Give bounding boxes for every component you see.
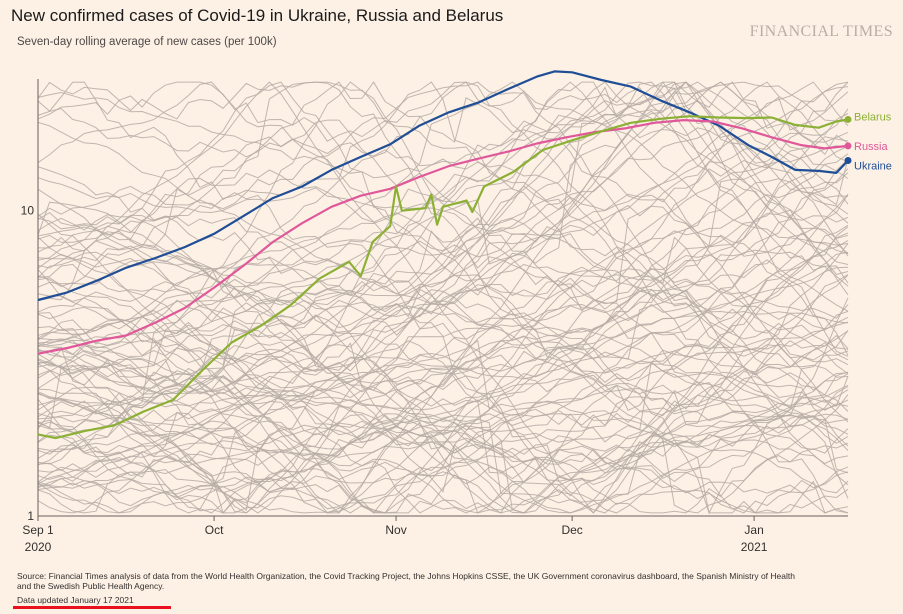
other-country-line [37,177,849,378]
other-country-line [37,316,849,411]
chart-title: New confirmed cases of Covid-19 in Ukrai… [11,6,504,25]
other-country-line [37,81,849,437]
russia-series-label: Russia [854,141,889,153]
other-country-line [37,310,849,514]
other-country-line [37,81,849,406]
highlighted-series: Ukraine Russia Belarus [37,70,892,440]
other-country-line [37,121,849,514]
other-country-line [37,224,849,493]
other-country-line [37,251,849,514]
other-country-line [37,220,849,514]
ukraine-line [37,70,849,302]
other-country-line [37,226,849,514]
other-country-line [37,396,849,514]
other-country-line [37,226,849,514]
other-country-line [37,280,849,514]
other-country-line [37,81,849,386]
other-country-line [37,259,849,443]
other-country-line [37,172,849,482]
chart-subtitle: Seven-day rolling average of new cases (… [17,36,277,48]
other-country-line [37,389,849,507]
other-country-line [37,327,849,514]
x-tick-year-label: 2020 [25,540,52,554]
other-country-line [37,194,849,467]
other-country-line [37,119,849,347]
other-country-line [37,136,849,514]
belarus-series-label: Belarus [854,111,892,123]
other-country-line [37,81,849,407]
belarus-line [37,115,849,440]
other-country-line [37,217,849,486]
ukraine-series-label: Ukraine [854,161,892,173]
ukraine-end-marker [844,157,852,165]
x-tick-label: Nov [385,523,406,537]
other-country-line [37,288,849,407]
other-country-line [37,81,849,206]
other-country-line [37,266,849,489]
other-country-line [37,362,849,464]
other-country-line [37,145,849,514]
other-country-line [37,81,849,514]
other-country-line [37,81,849,287]
other-country-line [37,81,849,514]
x-tick-label: Sep 1 [22,523,54,537]
other-country-line [37,312,849,447]
other-country-line [37,310,849,485]
other-country-line [37,178,849,514]
chart-axes: 1 10 Sep 1 2020 Oct Nov Dec Jan 2021 [21,79,848,554]
other-country-line [37,212,849,362]
x-tick-label: Jan [744,523,763,537]
russia-line [37,119,849,355]
x-tick-label: Oct [205,523,224,537]
other-country-line [37,81,849,514]
other-country-line [37,107,849,499]
red-underline [13,606,171,609]
other-country-line [37,240,849,514]
other-country-line [37,81,849,350]
other-country-line [37,240,849,489]
other-country-line [37,324,849,435]
other-country-line [37,371,849,514]
y-tick-label: 10 [21,204,35,218]
brand-logo: FINANCIAL TIMES [749,23,893,40]
other-country-line [37,274,849,514]
russia-end-marker [844,142,852,150]
other-country-line [37,81,849,514]
other-country-line [37,289,849,514]
other-country-line [37,81,849,356]
other-country-line [37,81,849,451]
source-note: Source: Financial Times analysis of data… [17,571,795,591]
other-country-line [37,217,849,514]
other-country-line [37,314,849,514]
other-country-line [37,81,849,179]
x-tick-label: Dec [561,523,582,537]
other-country-line [37,81,849,515]
other-country-line [37,81,849,347]
other-country-line [37,257,849,445]
other-countries-lines [37,81,849,515]
other-country-line [37,158,849,478]
other-country-line [37,81,849,466]
other-country-line [37,81,849,495]
other-country-line [37,81,849,411]
other-country-line [37,81,849,378]
other-country-line [37,108,849,514]
other-country-line [37,269,849,514]
other-country-line [37,81,849,412]
other-country-line [37,81,849,348]
data-updated-note: Data updated January 17 2021 [17,595,134,605]
belarus-end-marker [844,115,852,123]
y-tick-label: 1 [27,509,34,523]
x-tick-year-label: 2021 [741,540,768,554]
